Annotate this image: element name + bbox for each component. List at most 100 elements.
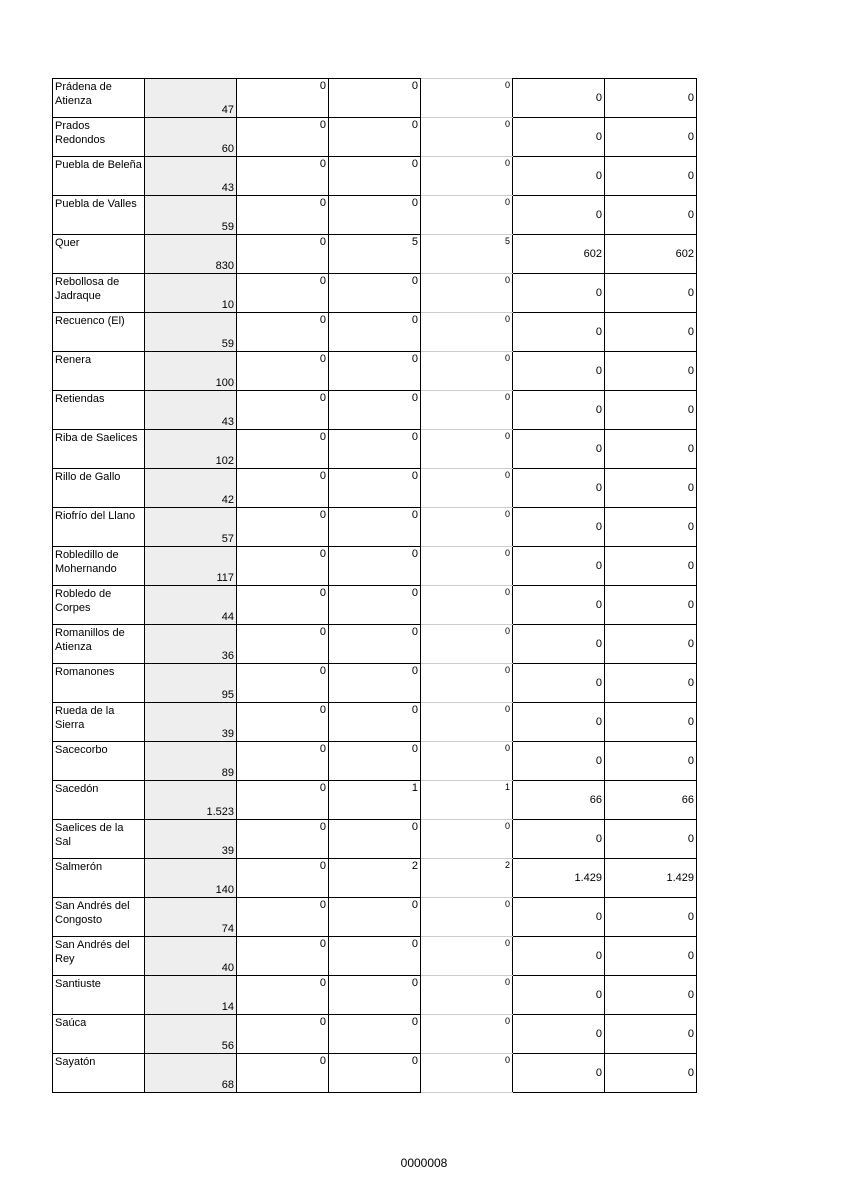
population: 68 bbox=[144, 1053, 237, 1093]
value-col3: 0 bbox=[236, 702, 329, 742]
table-row: San Andrés del Rey 40 0 0 0 0 0 bbox=[52, 936, 697, 976]
value-col4: 1 bbox=[328, 780, 421, 820]
value-col7: 0 bbox=[604, 429, 697, 469]
population: 74 bbox=[144, 897, 237, 937]
value-col6: 1.429 bbox=[512, 858, 605, 898]
value-col3: 0 bbox=[236, 936, 329, 976]
value-col3: 0 bbox=[236, 312, 329, 352]
value-col5: 0 bbox=[420, 117, 513, 157]
value-col6: 0 bbox=[512, 936, 605, 976]
municipality-name: Renera bbox=[52, 351, 145, 391]
table-row: Robledillo de Mohernando 117 0 0 0 0 0 bbox=[52, 546, 697, 586]
population: 1.523 bbox=[144, 780, 237, 820]
municipality-name: Robledo de Corpes bbox=[52, 585, 145, 625]
municipality-name: Prados Redondos bbox=[52, 117, 145, 157]
value-col7: 0 bbox=[604, 624, 697, 664]
value-col7: 1.429 bbox=[604, 858, 697, 898]
value-col5: 0 bbox=[420, 78, 513, 118]
value-col4: 0 bbox=[328, 390, 421, 430]
population: 117 bbox=[144, 546, 237, 586]
value-col6: 0 bbox=[512, 1053, 605, 1093]
value-col5: 0 bbox=[420, 390, 513, 430]
value-col3: 0 bbox=[236, 429, 329, 469]
value-col4: 0 bbox=[328, 936, 421, 976]
value-col4: 0 bbox=[328, 897, 421, 937]
value-col7: 0 bbox=[604, 78, 697, 118]
table-row: Salmerón 140 0 2 2 1.429 1.429 bbox=[52, 858, 697, 898]
value-col6: 0 bbox=[512, 351, 605, 391]
value-col3: 0 bbox=[236, 195, 329, 235]
value-col5: 0 bbox=[420, 195, 513, 235]
municipality-name: Puebla de Valles bbox=[52, 195, 145, 235]
table-row: Prados Redondos 60 0 0 0 0 0 bbox=[52, 117, 697, 157]
population: 89 bbox=[144, 741, 237, 781]
value-col6: 66 bbox=[512, 780, 605, 820]
table-row: Riba de Saelices 102 0 0 0 0 0 bbox=[52, 429, 697, 469]
value-col4: 0 bbox=[328, 546, 421, 586]
municipality-name: San Andrés del Congosto bbox=[52, 897, 145, 937]
value-col4: 0 bbox=[328, 819, 421, 859]
population: 102 bbox=[144, 429, 237, 469]
table-row: Prádena de Atienza 47 0 0 0 0 0 bbox=[52, 78, 697, 118]
table-row: Rueda de la Sierra 39 0 0 0 0 0 bbox=[52, 702, 697, 742]
value-col7: 0 bbox=[604, 975, 697, 1015]
population: 43 bbox=[144, 390, 237, 430]
value-col4: 0 bbox=[328, 429, 421, 469]
value-col4: 0 bbox=[328, 117, 421, 157]
value-col4: 0 bbox=[328, 975, 421, 1015]
value-col6: 0 bbox=[512, 156, 605, 196]
table-row: Saelices de la Sal 39 0 0 0 0 0 bbox=[52, 819, 697, 859]
municipality-name: Puebla de Beleña bbox=[52, 156, 145, 196]
value-col4: 0 bbox=[328, 312, 421, 352]
municipality-name: Robledillo de Mohernando bbox=[52, 546, 145, 586]
population: 39 bbox=[144, 702, 237, 742]
value-col3: 0 bbox=[236, 234, 329, 274]
value-col5: 0 bbox=[420, 429, 513, 469]
data-table: Prádena de Atienza 47 0 0 0 0 0 Prados Redondos… bbox=[52, 78, 697, 1093]
value-col7: 0 bbox=[604, 585, 697, 625]
value-col5: 0 bbox=[420, 312, 513, 352]
value-col7: 0 bbox=[604, 663, 697, 703]
value-col4: 0 bbox=[328, 156, 421, 196]
population: 36 bbox=[144, 624, 237, 664]
value-col5: 0 bbox=[420, 1053, 513, 1093]
value-col7: 0 bbox=[604, 156, 697, 196]
table-row: Rillo de Gallo 42 0 0 0 0 0 bbox=[52, 468, 697, 508]
population: 95 bbox=[144, 663, 237, 703]
municipality-name: Salmerón bbox=[52, 858, 145, 898]
municipality-name: Quer bbox=[52, 234, 145, 274]
population: 60 bbox=[144, 117, 237, 157]
value-col3: 0 bbox=[236, 858, 329, 898]
municipality-name: Romanillos de Atienza bbox=[52, 624, 145, 664]
value-col4: 0 bbox=[328, 702, 421, 742]
value-col5: 0 bbox=[420, 624, 513, 664]
value-col6: 0 bbox=[512, 117, 605, 157]
table-row: San Andrés del Congosto 74 0 0 0 0 0 bbox=[52, 897, 697, 937]
value-col5: 0 bbox=[420, 975, 513, 1015]
value-col6: 0 bbox=[512, 585, 605, 625]
value-col3: 0 bbox=[236, 1014, 329, 1054]
value-col4: 0 bbox=[328, 663, 421, 703]
population: 44 bbox=[144, 585, 237, 625]
value-col4: 0 bbox=[328, 741, 421, 781]
value-col5: 0 bbox=[420, 936, 513, 976]
municipality-name: Riba de Saelices bbox=[52, 429, 145, 469]
municipality-name: Recuenco (El) bbox=[52, 312, 145, 352]
population: 14 bbox=[144, 975, 237, 1015]
value-col4: 0 bbox=[328, 273, 421, 313]
value-col6: 0 bbox=[512, 546, 605, 586]
municipality-name: Santiuste bbox=[52, 975, 145, 1015]
municipality-name: Saúca bbox=[52, 1014, 145, 1054]
municipality-name: Prádena de Atienza bbox=[52, 78, 145, 118]
table-row: Sayatón 68 0 0 0 0 0 bbox=[52, 1053, 697, 1093]
population: 100 bbox=[144, 351, 237, 391]
value-col3: 0 bbox=[236, 624, 329, 664]
value-col4: 0 bbox=[328, 351, 421, 391]
value-col3: 0 bbox=[236, 819, 329, 859]
value-col5: 0 bbox=[420, 663, 513, 703]
value-col3: 0 bbox=[236, 1053, 329, 1093]
population: 59 bbox=[144, 195, 237, 235]
municipality-name: Romanones bbox=[52, 663, 145, 703]
value-col3: 0 bbox=[236, 273, 329, 313]
table-row: Romanones 95 0 0 0 0 0 bbox=[52, 663, 697, 703]
